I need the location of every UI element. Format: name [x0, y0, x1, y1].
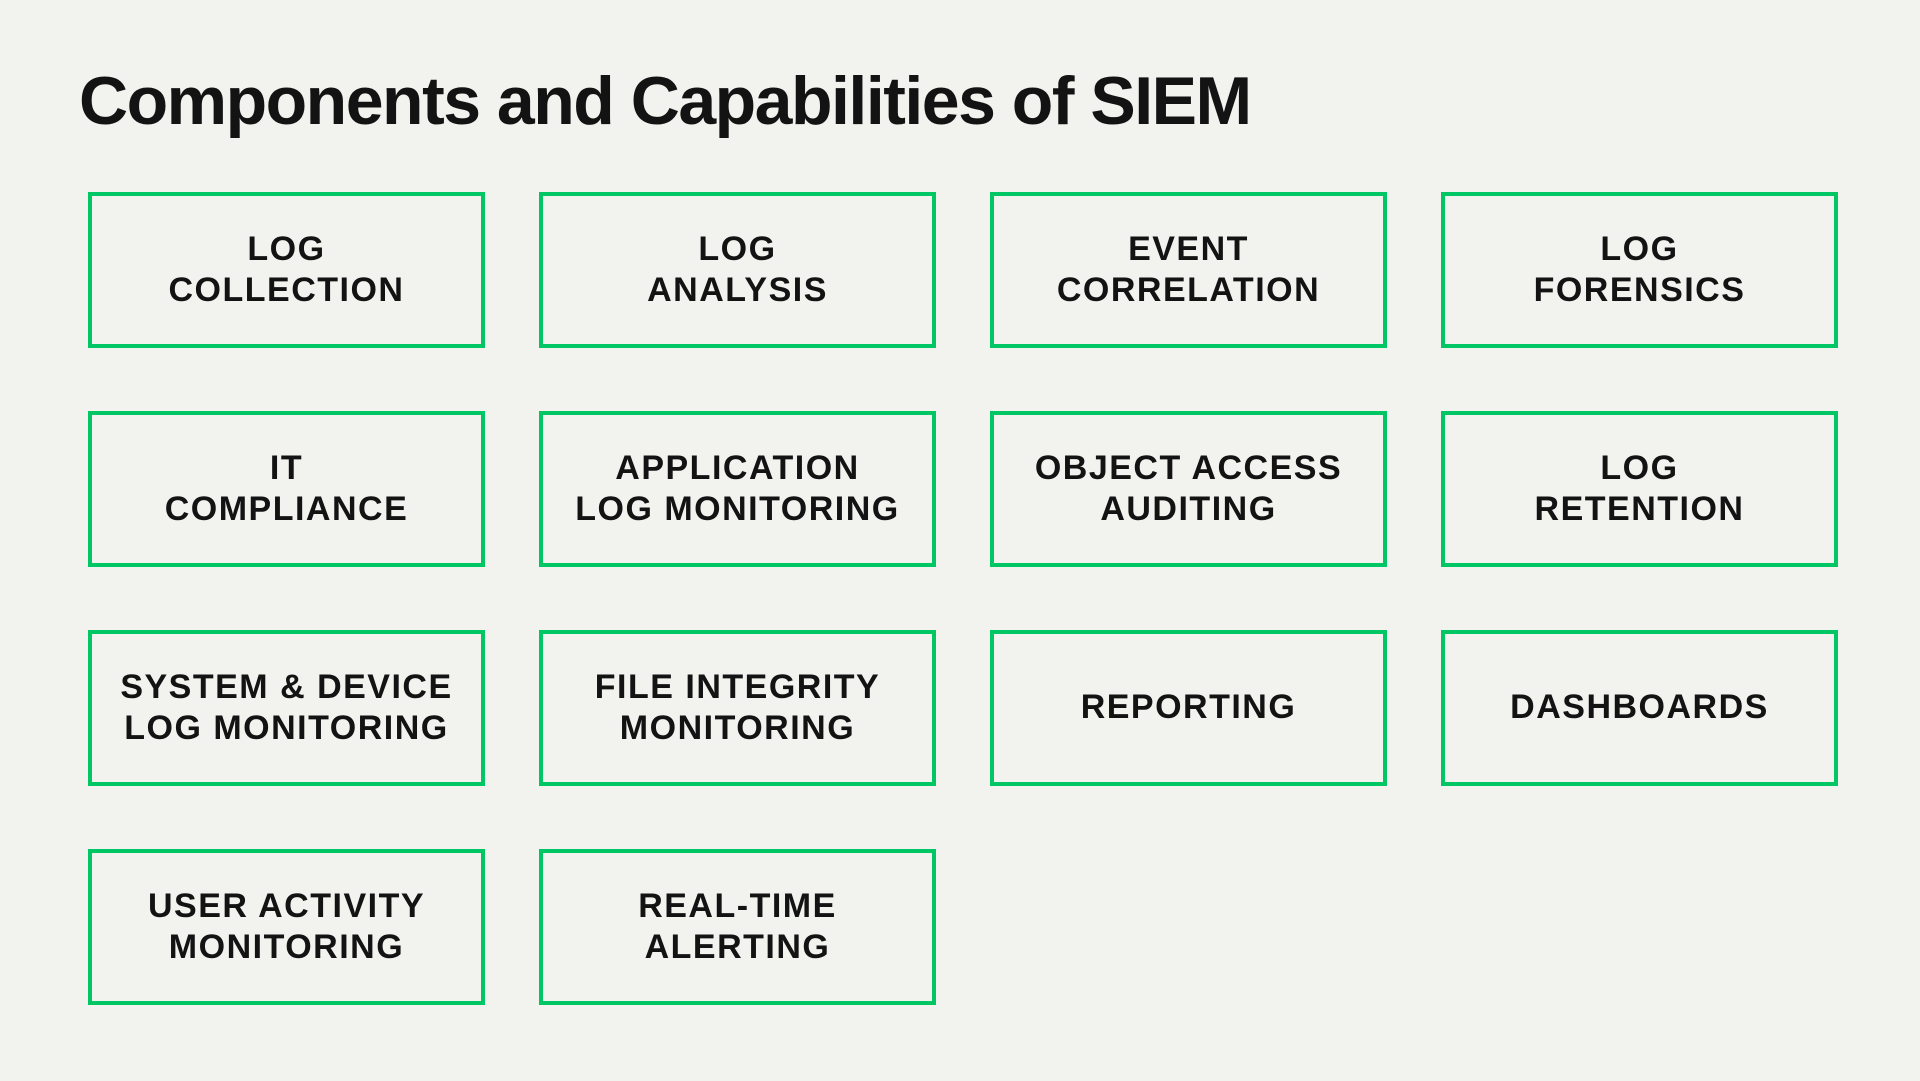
box-file-integrity-monitoring: FILE INTEGRITY MONITORING [539, 630, 936, 786]
box-label: LOG COLLECTION [168, 229, 405, 309]
box-label: DASHBOARDS [1510, 688, 1769, 727]
box-label: REAL-TIME ALERTING [638, 886, 837, 966]
box-label: USER ACTIVITY MONITORING [147, 886, 426, 966]
box-dashboards: DASHBOARDS [1441, 630, 1838, 786]
box-label: LOG FORENSICS [1533, 229, 1746, 309]
box-label: LOG RETENTION [1534, 448, 1745, 528]
box-real-time-alerting: REAL-TIME ALERTING [539, 849, 936, 1005]
box-log-forensics: LOG FORENSICS [1441, 192, 1838, 348]
box-label: FILE INTEGRITY MONITORING [594, 667, 881, 747]
box-label: OBJECT ACCESS AUDITING [1034, 448, 1343, 528]
box-reporting: REPORTING [990, 630, 1387, 786]
page-title: Components and Capabilities of SIEM [79, 63, 1252, 139]
box-label: APPLICATION LOG MONITORING [575, 448, 900, 528]
box-user-activity-monitoring: USER ACTIVITY MONITORING [88, 849, 485, 1005]
box-system-device-log-monitoring: SYSTEM & DEVICE LOG MONITORING [88, 630, 485, 786]
box-label: REPORTING [1080, 688, 1297, 727]
capability-grid: LOG COLLECTION LOG ANALYSIS EVENT CORREL… [88, 192, 1838, 1005]
box-application-log-monitoring: APPLICATION LOG MONITORING [539, 411, 936, 567]
box-event-correlation: EVENT CORRELATION [990, 192, 1387, 348]
box-log-analysis: LOG ANALYSIS [539, 192, 936, 348]
box-log-retention: LOG RETENTION [1441, 411, 1838, 567]
box-label: IT COMPLIANCE [164, 448, 409, 528]
box-log-collection: LOG COLLECTION [88, 192, 485, 348]
box-label: SYSTEM & DEVICE LOG MONITORING [120, 667, 453, 747]
box-object-access-auditing: OBJECT ACCESS AUDITING [990, 411, 1387, 567]
box-label: LOG ANALYSIS [647, 229, 828, 309]
box-label: EVENT CORRELATION [1056, 229, 1321, 309]
box-it-compliance: IT COMPLIANCE [88, 411, 485, 567]
